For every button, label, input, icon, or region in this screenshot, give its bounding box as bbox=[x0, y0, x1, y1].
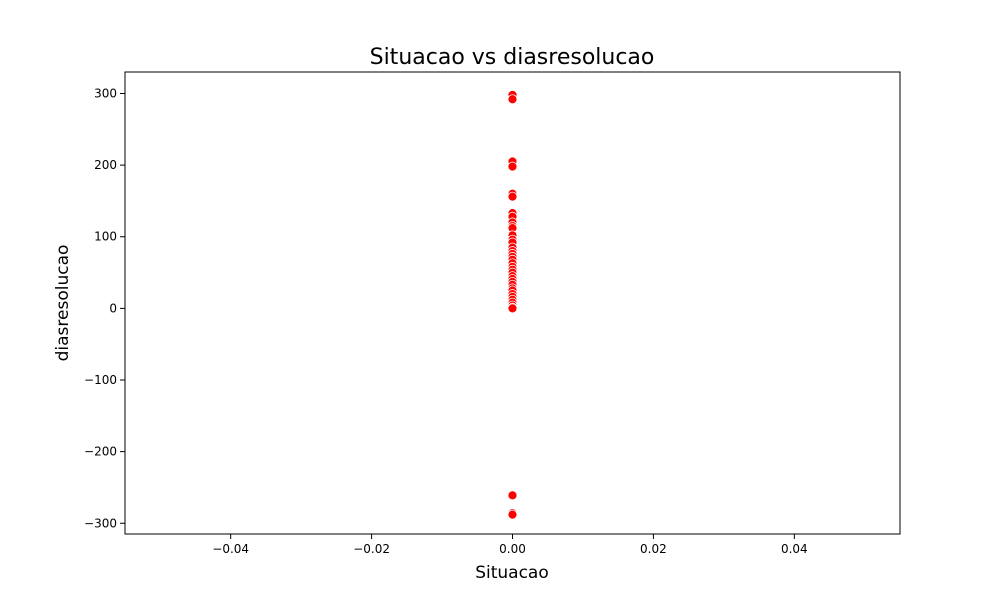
data-point bbox=[507, 303, 518, 314]
x-tick-label: 0.04 bbox=[781, 542, 808, 556]
y-tick-label: 100 bbox=[94, 230, 117, 244]
x-axis-label: Situacao bbox=[475, 563, 549, 583]
y-tick-label: 200 bbox=[94, 158, 117, 172]
x-axis: −0.04 −0.02 0.00 0.02 0.04 bbox=[212, 534, 808, 556]
data-point bbox=[507, 509, 518, 520]
y-tick-label: −200 bbox=[84, 445, 117, 459]
x-tick-label: 0.02 bbox=[640, 542, 667, 556]
chart-title: Situacao vs diasresolucao bbox=[370, 45, 655, 70]
x-tick-label: −0.04 bbox=[212, 542, 249, 556]
y-tick-label: −300 bbox=[84, 516, 117, 530]
data-point bbox=[507, 94, 518, 105]
x-tick-label: 0.00 bbox=[499, 542, 526, 556]
y-tick-label: 300 bbox=[94, 86, 117, 100]
y-axis: −300 −200 −100 0 100 200 300 bbox=[84, 86, 125, 530]
y-tick-label: 0 bbox=[109, 301, 117, 315]
data-point bbox=[507, 191, 518, 202]
y-axis-label: diasresolucao bbox=[53, 245, 73, 362]
scatter-points bbox=[507, 90, 518, 520]
x-tick-label: −0.02 bbox=[353, 542, 390, 556]
data-point bbox=[507, 161, 518, 172]
data-point bbox=[507, 490, 518, 501]
y-tick-label: −100 bbox=[84, 373, 117, 387]
